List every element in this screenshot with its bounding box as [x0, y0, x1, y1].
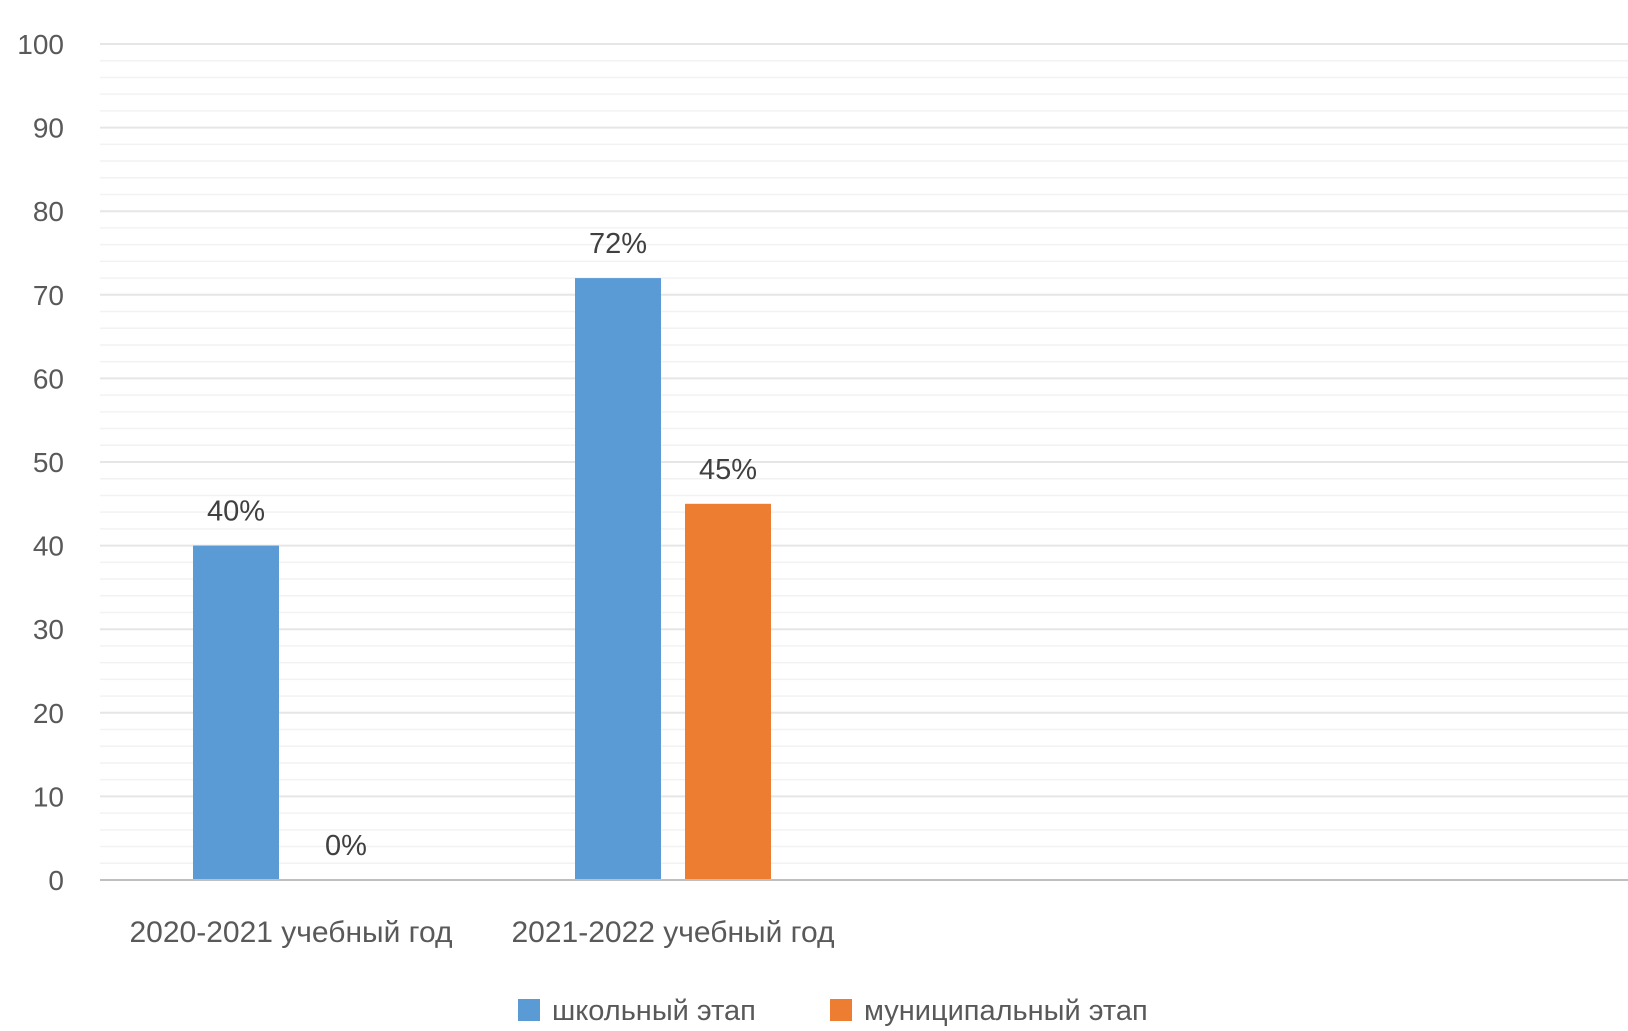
legend-item: муниципальный этап: [830, 995, 1148, 1027]
y-tick-label: 10: [33, 781, 64, 812]
legend-item: школьный этап: [518, 995, 756, 1027]
bars: [193, 278, 771, 881]
y-tick-label: 80: [33, 196, 64, 227]
data-label: 40%: [207, 496, 265, 528]
legend-label: школьный этап: [552, 995, 756, 1027]
gridlines: [100, 43, 1628, 865]
data-labels: 40% 0% 72% 45%: [207, 228, 757, 862]
y-tick-label: 90: [33, 113, 64, 144]
y-tick-label: 20: [33, 698, 64, 729]
y-tick-label: 100: [17, 29, 64, 60]
y-tick-label: 70: [33, 280, 64, 311]
bar: [193, 545, 279, 880]
legend-label: муниципальный этап: [864, 995, 1148, 1027]
legend-swatch: [518, 999, 540, 1021]
legend-swatch: [830, 999, 852, 1021]
data-label: 72%: [589, 228, 647, 260]
legend: школьный этап муниципальный этап: [518, 995, 1148, 1027]
bar: [685, 503, 771, 880]
y-axis: 0 10 20 30 40 50 60 70 80 90 100: [17, 29, 64, 896]
x-category-label: 2020-2021 учебный год: [130, 916, 453, 949]
y-tick-label: 30: [33, 614, 64, 645]
bar: [575, 278, 661, 881]
data-label: 0%: [325, 830, 367, 862]
y-tick-label: 0: [48, 865, 64, 896]
data-label: 45%: [699, 454, 757, 486]
x-axis: 2020-2021 учебный год 2021-2022 учебный г…: [100, 879, 1628, 949]
x-category-label: 2021-2022 учебный год: [512, 916, 835, 949]
y-tick-label: 60: [33, 363, 64, 394]
y-tick-label: 50: [33, 447, 64, 478]
y-tick-label: 40: [33, 531, 64, 562]
